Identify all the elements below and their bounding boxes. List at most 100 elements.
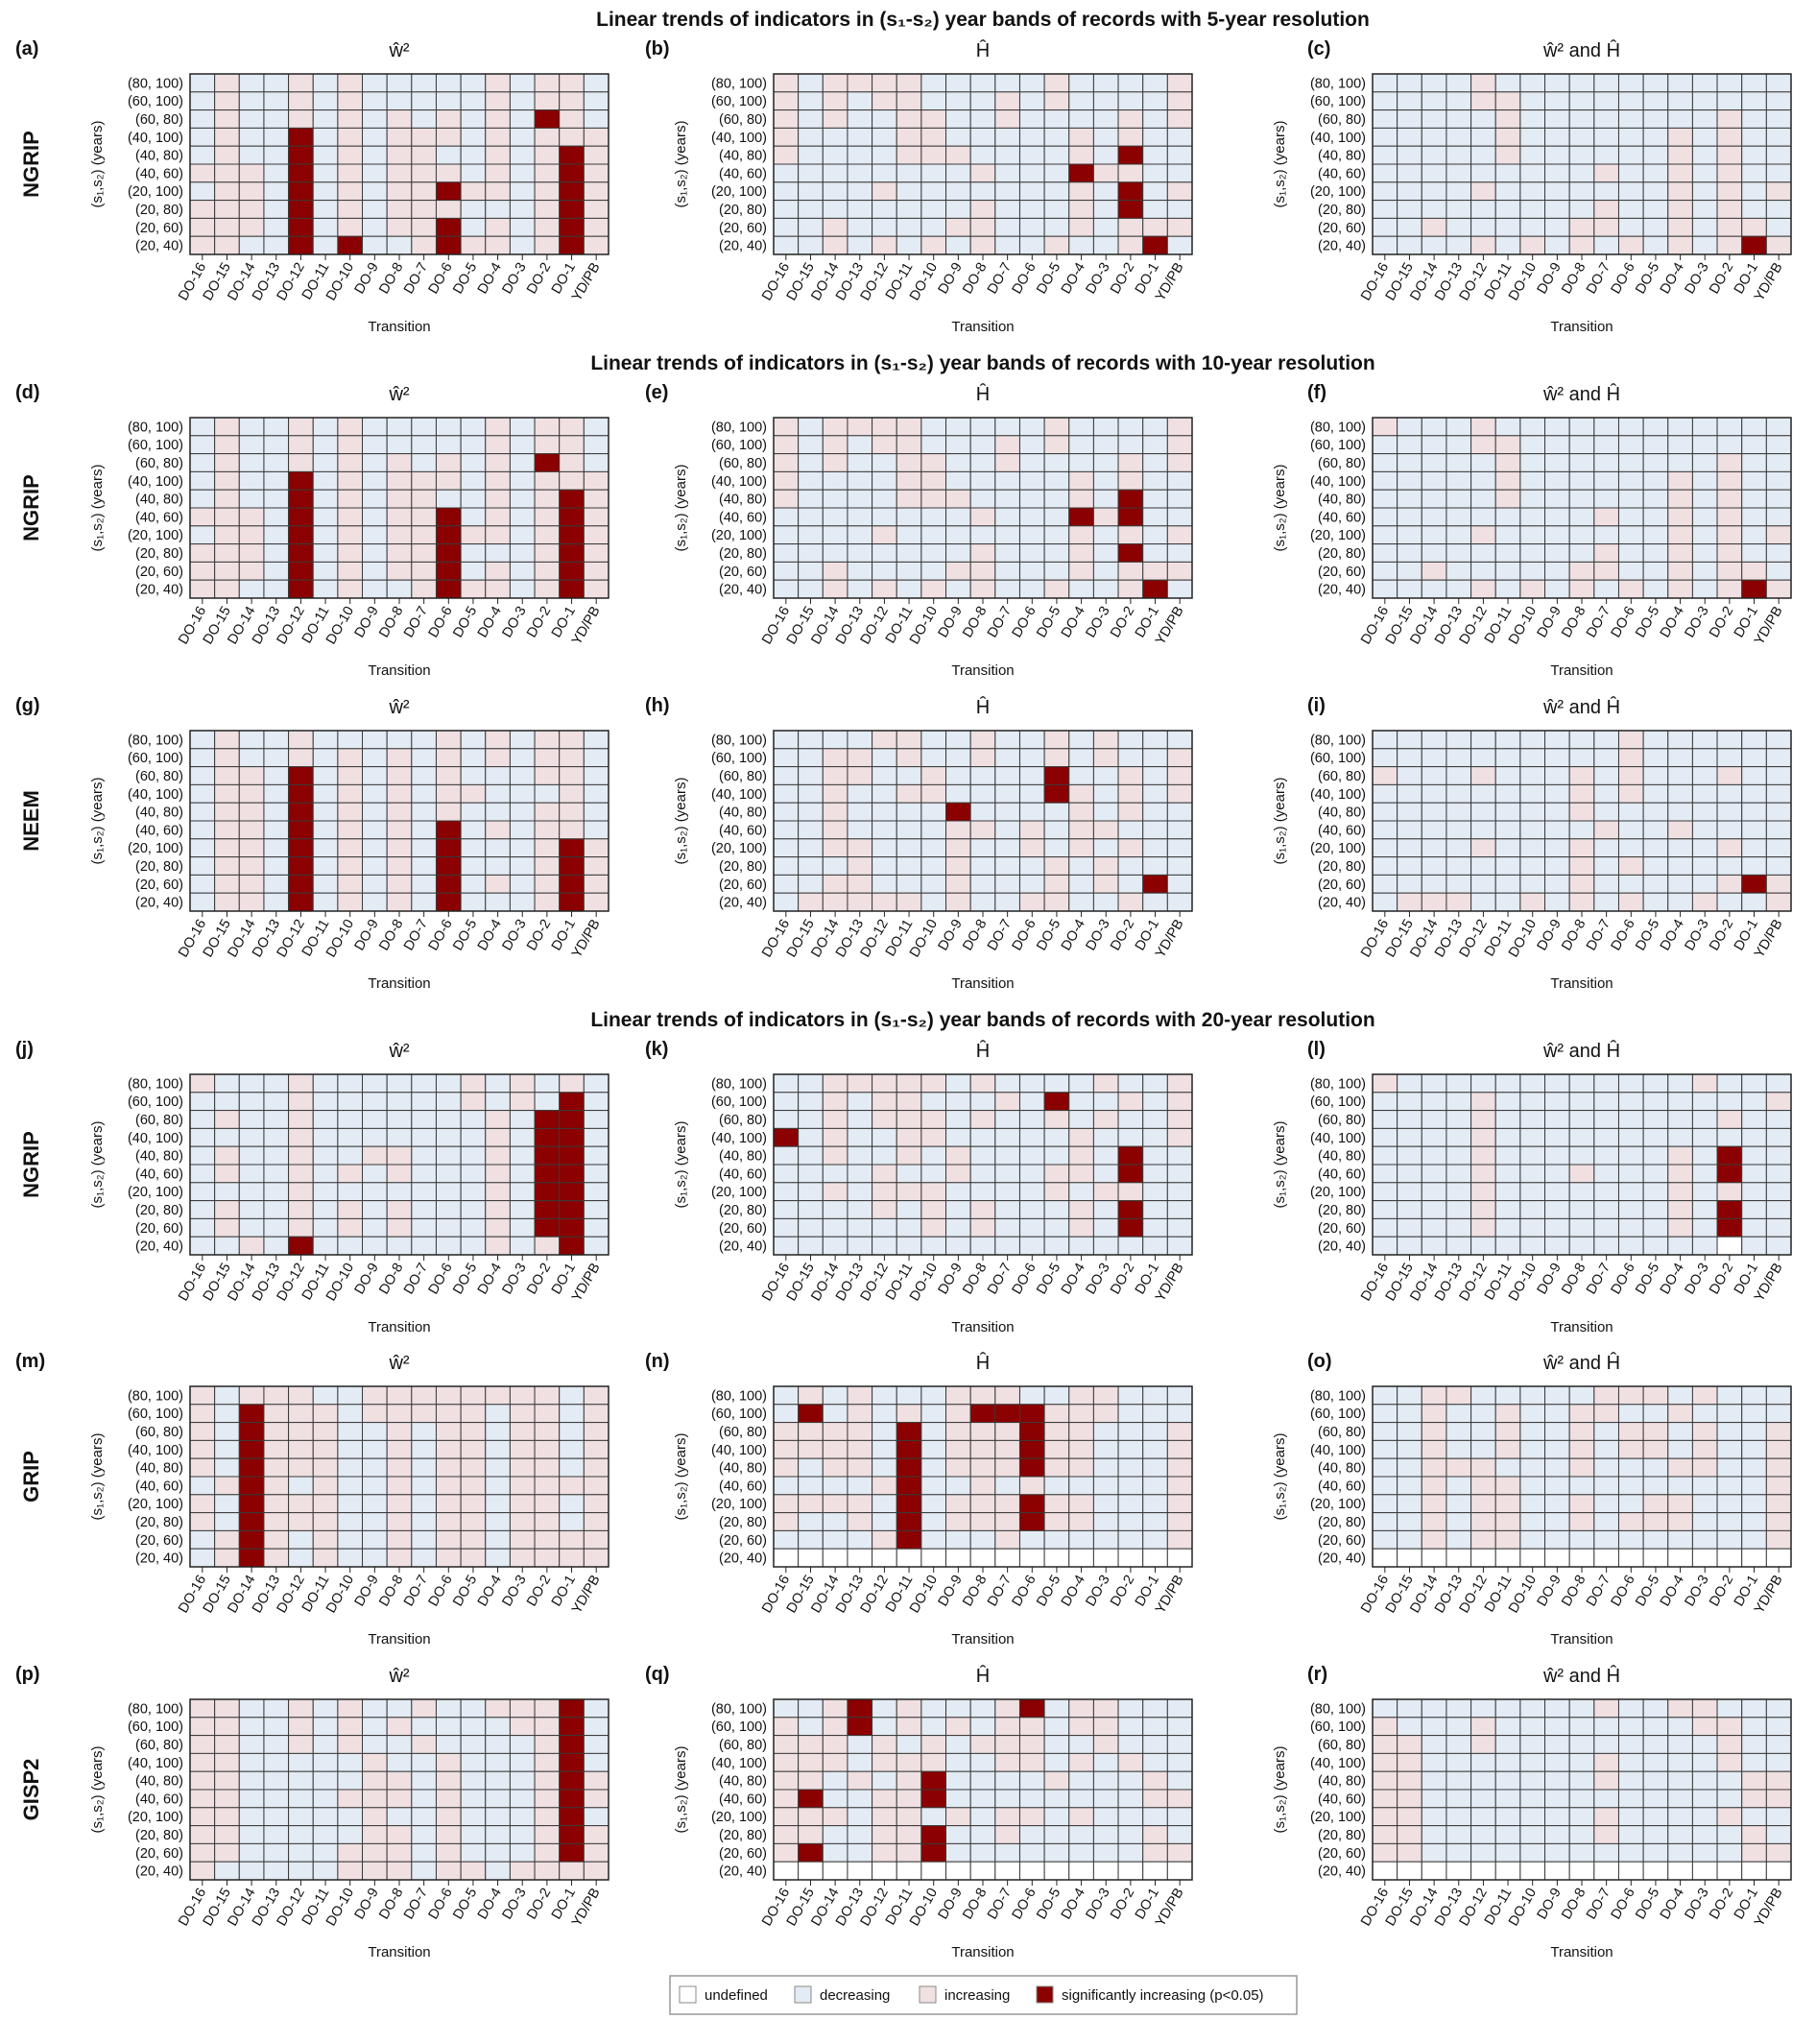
heatmap-cell	[509, 838, 536, 858]
y-tick-label: (80, 100)	[1310, 1701, 1366, 1717]
heatmap-cell	[1018, 838, 1045, 858]
heatmap-cell	[969, 109, 996, 129]
heatmap-cell	[1142, 1127, 1168, 1147]
heatmap-cell	[312, 1717, 339, 1737]
heatmap-cell	[1716, 73, 1743, 93]
heatmap-cell	[1043, 1073, 1070, 1094]
heatmap-cell	[1617, 1182, 1644, 1202]
heatmap-cell	[1741, 1529, 1767, 1550]
heatmap-cell	[1166, 1110, 1193, 1129]
heatmap-cell	[1667, 507, 1693, 527]
heatmap-cell	[238, 1073, 265, 1094]
heatmap-cell	[460, 1476, 487, 1496]
heatmap-cell	[1617, 838, 1644, 858]
heatmap-cell	[798, 417, 824, 437]
heatmap-cell	[1117, 1512, 1144, 1531]
x-tick-label: DO-8	[376, 917, 406, 953]
x-tick-label: DO-2	[524, 1573, 554, 1609]
heatmap-cell	[1470, 127, 1496, 147]
heatmap-cell	[1691, 1752, 1718, 1772]
heatmap-cell	[1544, 1494, 1570, 1514]
heatmap-cell	[1397, 1512, 1422, 1531]
y-tick-label: (40, 80)	[135, 1461, 183, 1477]
heatmap-cell	[1372, 1164, 1398, 1184]
heatmap-cell	[847, 856, 873, 876]
y-tick-label: (40, 100)	[711, 1131, 767, 1146]
heatmap-cell	[1068, 489, 1094, 509]
heatmap-cell	[994, 1861, 1020, 1881]
heatmap-cell	[798, 1476, 824, 1496]
heatmap-cell	[1494, 435, 1521, 455]
heatmap-cell	[1166, 91, 1193, 111]
heatmap-cell	[773, 579, 800, 599]
heatmap-cell	[920, 543, 947, 563]
heatmap-cell	[559, 1073, 585, 1094]
heatmap-cell	[386, 1385, 413, 1406]
heatmap-cell	[1117, 766, 1144, 785]
y-tick-label: (20, 60)	[1318, 1533, 1366, 1549]
heatmap-cell	[1372, 1861, 1398, 1881]
heatmap-cell	[994, 1735, 1020, 1754]
heatmap-cell	[1092, 217, 1119, 237]
heatmap-cell	[1741, 1145, 1767, 1166]
y-axis-label: (s₁,s₂) (years)	[89, 1433, 106, 1521]
heatmap-cell	[847, 1476, 873, 1496]
heatmap-cell	[1092, 1422, 1119, 1441]
heatmap-cell	[1691, 1512, 1718, 1531]
heatmap-cell	[896, 470, 922, 491]
heatmap-cell	[1018, 417, 1045, 437]
heatmap-cell	[1142, 1698, 1168, 1719]
heatmap-cell	[386, 127, 413, 147]
heatmap-cell	[872, 73, 897, 93]
heatmap-cell	[1372, 217, 1398, 237]
heatmap-cell	[969, 1422, 996, 1441]
heatmap-cell	[1642, 783, 1669, 804]
heatmap-cell	[1741, 856, 1767, 876]
heatmap-cell	[1092, 1457, 1119, 1478]
heatmap-cell	[435, 1529, 462, 1550]
heatmap-cell	[312, 1512, 339, 1531]
heatmap-cell	[485, 145, 511, 165]
heatmap-cell	[1691, 1457, 1718, 1478]
heatmap-cell	[1568, 820, 1595, 840]
heatmap-cell	[1068, 145, 1094, 165]
heatmap-cell	[1741, 1073, 1767, 1094]
y-tick-label: (60, 80)	[1318, 1113, 1366, 1128]
heatmap-cell	[534, 1861, 561, 1881]
heatmap-cell	[1519, 1770, 1546, 1791]
y-tick-label: (20, 80)	[1318, 546, 1366, 562]
heatmap-cell	[1018, 1073, 1045, 1094]
heatmap-cell	[386, 1698, 413, 1719]
heatmap-cell	[822, 470, 848, 491]
x-tick-label: DO-6	[1010, 1261, 1039, 1297]
heatmap-cell	[238, 748, 265, 768]
heatmap-cell	[460, 435, 487, 455]
y-tick-label: (20, 80)	[135, 859, 183, 875]
heatmap-cell	[822, 507, 848, 527]
heatmap-cell	[435, 1789, 462, 1809]
heatmap-cell	[460, 820, 487, 840]
heatmap-cell	[312, 73, 339, 93]
heatmap-cell	[1642, 1073, 1669, 1094]
heatmap-cell	[1166, 1752, 1193, 1772]
heatmap-cell	[872, 525, 897, 545]
heatmap-cell	[238, 1200, 265, 1219]
heatmap-cell	[872, 1512, 897, 1531]
heatmap-cell	[238, 1529, 265, 1550]
heatmap-cell	[822, 1422, 848, 1441]
heatmap-cell	[1446, 1217, 1472, 1238]
panel-label: (p)	[15, 1664, 40, 1685]
heatmap-cell	[1446, 1200, 1472, 1219]
heatmap-cell	[1642, 489, 1669, 509]
x-tick-label: DO-5	[1034, 1573, 1063, 1609]
heatmap-cell	[872, 1404, 897, 1424]
heatmap-cell	[1741, 1825, 1767, 1844]
heatmap-cell	[485, 1861, 511, 1881]
heatmap-cell	[362, 1494, 388, 1514]
heatmap-cell	[1667, 435, 1693, 455]
heatmap-cell	[312, 127, 339, 147]
heatmap-cell	[1642, 1127, 1669, 1147]
heatmap-cell	[847, 1092, 873, 1112]
heatmap-cell	[896, 1825, 922, 1844]
heatmap-cell	[1092, 1145, 1119, 1166]
